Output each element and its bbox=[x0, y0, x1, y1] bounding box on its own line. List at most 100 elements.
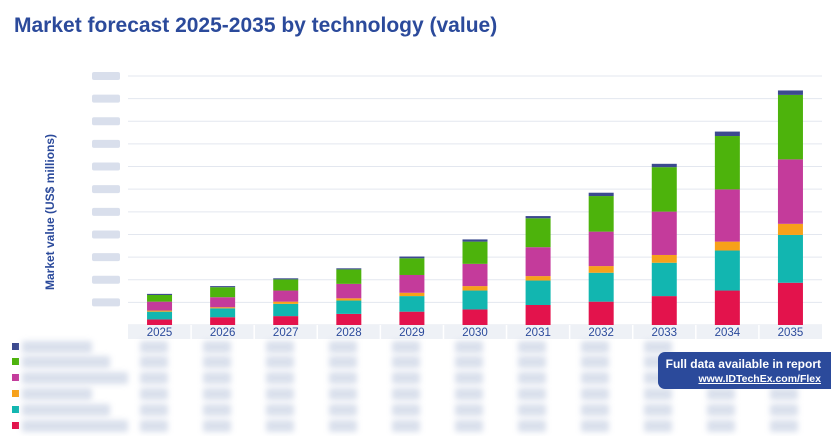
bar-segment-2033-series-2 bbox=[651, 254, 677, 263]
legend-value-blurred bbox=[707, 420, 735, 432]
legend-value-blurred bbox=[455, 372, 483, 384]
legend-label-blurred bbox=[22, 356, 110, 368]
legend-value-blurred bbox=[518, 341, 546, 353]
y-axis-label: Market value (US$ millions) bbox=[43, 134, 57, 290]
bar-segment-2028-series-5 bbox=[336, 268, 362, 270]
x-tick-label-2031: 2031 bbox=[525, 327, 551, 339]
bar-segment-2029-series-5 bbox=[399, 256, 425, 259]
y-tick-blurred bbox=[92, 185, 120, 194]
x-tick-label-2032: 2032 bbox=[588, 327, 614, 339]
legend-value-blurred bbox=[581, 388, 609, 400]
legend-value-blurred bbox=[644, 341, 672, 353]
bar-segment-2026-series-3 bbox=[210, 297, 236, 308]
bar-segment-2031-series-4 bbox=[525, 218, 551, 248]
legend-value-blurred bbox=[266, 404, 294, 416]
legend-value-blurred bbox=[518, 356, 546, 368]
legend-value-blurred bbox=[266, 341, 294, 353]
bar-segment-2027-series-3 bbox=[273, 290, 299, 302]
bar-segment-2031-series-1 bbox=[525, 280, 551, 305]
y-tick-blurred bbox=[92, 275, 120, 284]
bar-segment-2035-series-1 bbox=[777, 234, 803, 283]
bar-segment-2035-series-5 bbox=[777, 90, 803, 95]
bar-segment-2027-series-0 bbox=[273, 316, 299, 325]
legend-value-blurred bbox=[770, 404, 798, 416]
y-tick-blurred bbox=[92, 253, 120, 262]
bar-segment-2032-series-3 bbox=[588, 231, 614, 267]
y-tick-blurred bbox=[92, 72, 120, 80]
legend-value-blurred bbox=[140, 372, 168, 384]
x-tick-label-2035: 2035 bbox=[778, 327, 804, 339]
legend-value-blurred bbox=[203, 341, 231, 353]
legend-value-blurred bbox=[392, 356, 420, 368]
legend-value-blurred bbox=[581, 420, 609, 432]
x-tick-label-2026: 2026 bbox=[210, 327, 236, 339]
legend-item bbox=[12, 372, 812, 384]
legend-value-blurred bbox=[581, 341, 609, 353]
bar-segment-2026-series-4 bbox=[210, 287, 236, 298]
bar-segment-2029-series-3 bbox=[399, 274, 425, 293]
bar-segment-2025-series-4 bbox=[147, 294, 173, 302]
bar-segment-2035-series-4 bbox=[777, 94, 803, 160]
bar-segment-2033-series-5 bbox=[651, 163, 677, 168]
x-tick-label-2028: 2028 bbox=[336, 327, 362, 339]
legend-label-blurred bbox=[22, 372, 128, 384]
bar-segment-2025-series-2 bbox=[147, 310, 173, 312]
legend-value-blurred bbox=[266, 372, 294, 384]
bar-segment-2028-series-0 bbox=[336, 313, 362, 325]
legend-value-blurred bbox=[392, 341, 420, 353]
bar-segment-2031-series-0 bbox=[525, 304, 551, 325]
legend-value-blurred bbox=[518, 404, 546, 416]
legend-value-blurred bbox=[329, 388, 357, 400]
bar-segment-2032-series-2 bbox=[588, 266, 614, 273]
legend-swatch bbox=[12, 358, 19, 365]
legend-value-blurred bbox=[329, 420, 357, 432]
legend-value-blurred bbox=[581, 356, 609, 368]
legend-value-blurred bbox=[392, 388, 420, 400]
legend-value-blurred bbox=[455, 420, 483, 432]
legend-value-blurred bbox=[266, 420, 294, 432]
legend-value-blurred bbox=[581, 372, 609, 384]
y-tick-blurred bbox=[92, 162, 120, 171]
bar-segment-2031-series-5 bbox=[525, 216, 551, 219]
bar-segment-2030-series-0 bbox=[462, 309, 488, 325]
legend-value-blurred bbox=[770, 420, 798, 432]
legend-value-blurred bbox=[518, 372, 546, 384]
legend-value-blurred bbox=[518, 388, 546, 400]
bar-segment-2026-series-2 bbox=[210, 307, 236, 309]
legend-label-blurred bbox=[22, 341, 92, 353]
bar-segment-2029-series-2 bbox=[399, 292, 425, 297]
x-tick-label-2029: 2029 bbox=[399, 327, 425, 339]
bar-segment-2025-series-0 bbox=[147, 319, 173, 325]
legend-value-blurred bbox=[203, 372, 231, 384]
bar-segment-2025-series-5 bbox=[147, 293, 173, 295]
x-tick-label-2033: 2033 bbox=[651, 327, 677, 339]
bar-segment-2026-series-0 bbox=[210, 317, 236, 325]
bar-segment-2033-series-0 bbox=[651, 296, 677, 325]
bar-segment-2029-series-0 bbox=[399, 311, 425, 325]
bar-segment-2028-series-2 bbox=[336, 298, 362, 301]
bar-segment-2034-series-2 bbox=[714, 241, 740, 251]
bar-segment-2034-series-1 bbox=[714, 250, 740, 291]
y-tick-blurred bbox=[92, 298, 120, 307]
bar-segment-2033-series-3 bbox=[651, 211, 677, 255]
banner-link[interactable]: www.IDTechEx.com/Flex bbox=[698, 373, 821, 385]
y-tick-blurred bbox=[92, 117, 120, 126]
legend-label-blurred bbox=[22, 420, 128, 432]
legend-value-blurred bbox=[329, 404, 357, 416]
legend-value-blurred bbox=[392, 420, 420, 432]
legend-swatch bbox=[12, 422, 19, 429]
bar-segment-2035-series-0 bbox=[777, 282, 803, 325]
legend-value-blurred bbox=[392, 372, 420, 384]
full-data-banner[interactable]: Full data available in report www.IDTech… bbox=[658, 352, 831, 389]
bar-segment-2025-series-1 bbox=[147, 311, 173, 320]
legend-item bbox=[12, 404, 812, 416]
legend-value-blurred bbox=[644, 388, 672, 400]
legend-value-blurred bbox=[140, 404, 168, 416]
bar-stacks bbox=[147, 90, 803, 325]
legend-value-blurred bbox=[203, 420, 231, 432]
legend-value-blurred bbox=[581, 404, 609, 416]
bar-segment-2026-series-1 bbox=[210, 308, 236, 318]
bar-segment-2030-series-5 bbox=[462, 239, 488, 242]
bar-segment-2032-series-1 bbox=[588, 272, 614, 302]
legend-value-blurred bbox=[455, 356, 483, 368]
